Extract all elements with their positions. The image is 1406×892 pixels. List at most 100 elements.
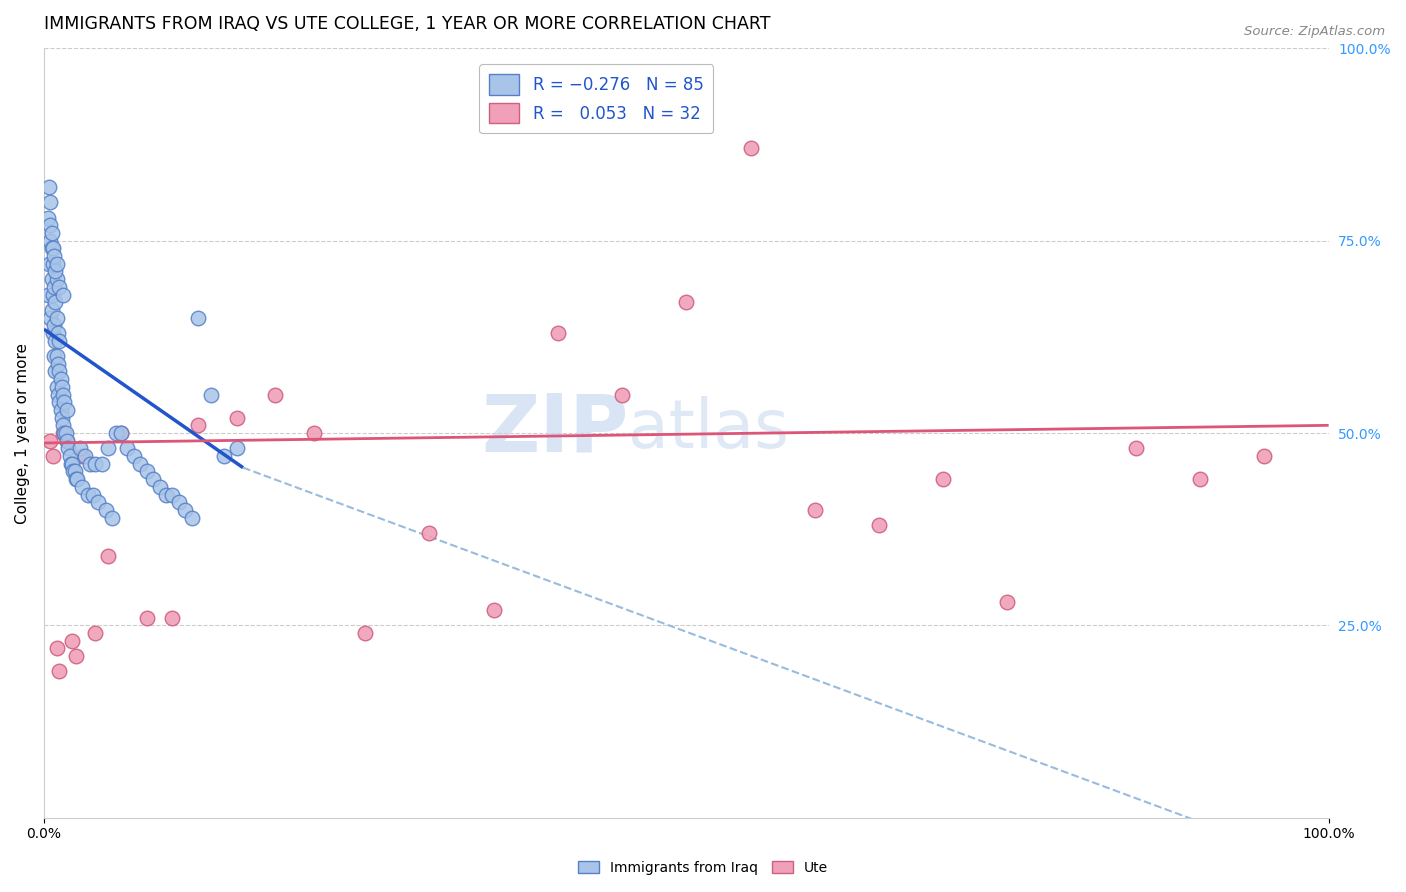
Point <box>610 387 633 401</box>
Point <box>94 503 117 517</box>
Point <box>101 510 124 524</box>
Point <box>65 649 87 664</box>
Point <box>84 457 107 471</box>
Point <box>48 395 70 409</box>
Point <box>142 472 165 486</box>
Point <box>46 326 69 340</box>
Point <box>42 326 65 340</box>
Point <box>135 465 157 479</box>
Point <box>72 449 94 463</box>
Point <box>53 425 76 440</box>
Point <box>45 310 67 325</box>
Point <box>79 457 101 471</box>
Point <box>302 425 325 440</box>
Point <box>55 425 77 440</box>
Point <box>52 387 75 401</box>
Point <box>44 318 66 333</box>
Point <box>37 287 59 301</box>
Point <box>868 518 890 533</box>
Point <box>39 219 62 233</box>
Point <box>41 242 63 256</box>
Point <box>44 349 66 363</box>
Point <box>51 410 73 425</box>
Point <box>42 287 65 301</box>
Point <box>162 610 184 624</box>
Point <box>56 403 79 417</box>
Point <box>48 665 70 679</box>
Point <box>44 364 66 378</box>
Point <box>46 387 69 401</box>
Point <box>180 510 202 524</box>
Point <box>56 434 79 448</box>
Point <box>41 272 63 286</box>
Point <box>264 387 287 401</box>
Point <box>42 257 65 271</box>
Point <box>187 310 209 325</box>
Point <box>39 195 62 210</box>
Point <box>59 457 82 471</box>
Point <box>418 526 440 541</box>
Point <box>76 487 98 501</box>
Point <box>148 480 170 494</box>
Point <box>82 487 104 501</box>
Point <box>117 442 139 456</box>
Point <box>39 310 62 325</box>
Point <box>39 434 62 448</box>
Text: ZIP: ZIP <box>481 390 628 468</box>
Point <box>167 495 190 509</box>
Point <box>200 387 222 401</box>
Point <box>97 549 120 563</box>
Point <box>110 425 132 440</box>
Text: IMMIGRANTS FROM IRAQ VS UTE COLLEGE, 1 YEAR OR MORE CORRELATION CHART: IMMIGRANTS FROM IRAQ VS UTE COLLEGE, 1 Y… <box>44 15 770 33</box>
Point <box>997 595 1019 609</box>
Point <box>58 442 80 456</box>
Point <box>53 395 76 409</box>
Point <box>1125 442 1147 456</box>
Point <box>65 472 87 486</box>
Point <box>49 403 72 417</box>
Point <box>38 180 60 194</box>
Point <box>45 641 67 656</box>
Legend: R = −0.276   N = 85, R =   0.053   N = 32: R = −0.276 N = 85, R = 0.053 N = 32 <box>479 64 713 134</box>
Point <box>1253 449 1275 463</box>
Point <box>45 349 67 363</box>
Point <box>44 280 66 294</box>
Point <box>52 425 75 440</box>
Point <box>482 603 505 617</box>
Point <box>48 334 70 348</box>
Point <box>58 449 80 463</box>
Point <box>46 357 69 371</box>
Point <box>41 302 63 317</box>
Point <box>225 442 247 456</box>
Point <box>1189 472 1212 486</box>
Point <box>110 425 132 440</box>
Point <box>66 472 89 486</box>
Point <box>60 457 83 471</box>
Point <box>44 295 66 310</box>
Point <box>122 449 145 463</box>
Point <box>63 465 86 479</box>
Point <box>37 211 59 225</box>
Point <box>87 495 110 509</box>
Point <box>45 272 67 286</box>
Text: atlas: atlas <box>628 396 789 462</box>
Point <box>104 425 127 440</box>
Point <box>44 249 66 263</box>
Point <box>39 234 62 248</box>
Point <box>129 457 152 471</box>
Point <box>51 380 73 394</box>
Point <box>90 457 112 471</box>
Point <box>72 480 94 494</box>
Point <box>48 364 70 378</box>
Point <box>38 257 60 271</box>
Point <box>62 465 84 479</box>
Point <box>354 626 377 640</box>
Text: Source: ZipAtlas.com: Source: ZipAtlas.com <box>1244 25 1385 38</box>
Point <box>41 226 63 240</box>
Point <box>56 434 79 448</box>
Point <box>52 418 75 433</box>
Point <box>48 280 70 294</box>
Point <box>84 626 107 640</box>
Point <box>174 503 197 517</box>
Point <box>932 472 955 486</box>
